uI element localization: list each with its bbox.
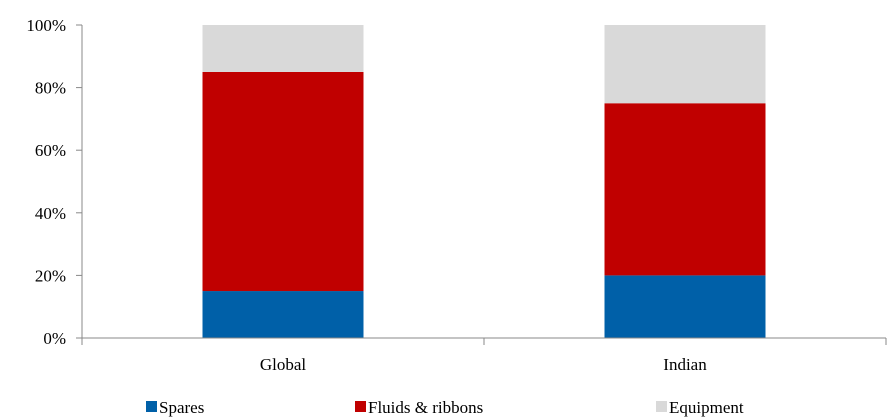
x-tick-label-indian: Indian xyxy=(663,355,707,374)
y-tick-label: 0% xyxy=(43,329,66,348)
y-tick-label: 80% xyxy=(35,79,66,98)
legend-label-equipment: Equipment xyxy=(669,398,744,417)
y-tick-label: 60% xyxy=(35,141,66,160)
bar-segment-indian-fluids-ribbons xyxy=(604,103,766,276)
legend-label-spares: Spares xyxy=(159,398,204,417)
legend-swatch-spares xyxy=(146,401,157,412)
y-tick-label: 20% xyxy=(35,266,66,285)
y-tick-label: 100% xyxy=(26,16,66,35)
bar-segment-indian-spares xyxy=(604,275,766,338)
y-tick-label: 40% xyxy=(35,204,66,223)
plot-area xyxy=(202,25,766,338)
legend: Spares Fluids & ribbons Equipment xyxy=(146,398,744,417)
bar-segment-global-spares xyxy=(202,291,364,338)
x-tick-label-global: Global xyxy=(260,355,307,374)
bar-segment-global-fluids-ribbons xyxy=(202,71,364,292)
legend-swatch-equipment xyxy=(656,401,667,412)
legend-swatch-fluids-ribbons xyxy=(355,401,366,412)
bar-segment-indian-equipment xyxy=(604,25,766,104)
bar-segment-global-equipment xyxy=(202,25,364,72)
legend-label-fluids-ribbons: Fluids & ribbons xyxy=(368,398,483,417)
axes: Global Indian 0% 20% 40% 60% 80% 100% xyxy=(26,16,887,374)
